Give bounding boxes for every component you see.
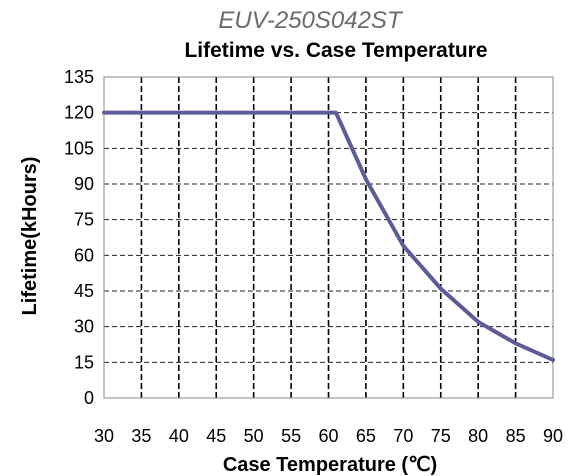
chart-model-label: EUV-250S042ST [218,7,404,34]
y-tick-label: 15 [74,352,94,372]
x-tick-label: 50 [244,426,264,446]
x-tick-label: 40 [169,426,189,446]
x-tick-label: 30 [94,426,114,446]
x-axis-label: Case Temperature (℃) [223,454,437,476]
series-line [102,110,555,362]
y-axis-label: Lifetime(kHours) [19,157,41,316]
y-tick-label: 75 [74,210,94,230]
y-tick-label: 30 [74,317,94,337]
x-tick-label: 80 [468,426,488,446]
y-tick-label: 60 [74,245,94,265]
x-tick-label: 65 [356,426,376,446]
x-tick-label: 35 [131,426,151,446]
series-group [102,110,555,362]
plot-frame [103,76,554,399]
y-tick-labels: 0 15 30 45 60 75 90 105 120 135 [64,67,94,408]
x-tick-label: 70 [393,426,413,446]
grid [104,77,553,398]
y-tick-label: 90 [74,174,94,194]
x-tick-label: 45 [206,426,226,446]
x-tick-label: 60 [318,426,338,446]
y-tick-label: 105 [64,138,94,158]
x-tick-label: 90 [543,426,563,446]
y-tick-label: 120 [64,103,94,123]
x-tick-labels: 30 35 40 45 50 55 60 65 70 75 80 85 90 [94,426,563,446]
y-tick-label: 0 [84,388,94,408]
y-tick-label: 45 [74,281,94,301]
x-tick-label: 85 [506,426,526,446]
x-tick-label: 75 [431,426,451,446]
y-tick-label: 135 [64,67,94,87]
x-tick-label: 55 [281,426,301,446]
chart-title: Lifetime vs. Case Temperature [184,39,487,62]
